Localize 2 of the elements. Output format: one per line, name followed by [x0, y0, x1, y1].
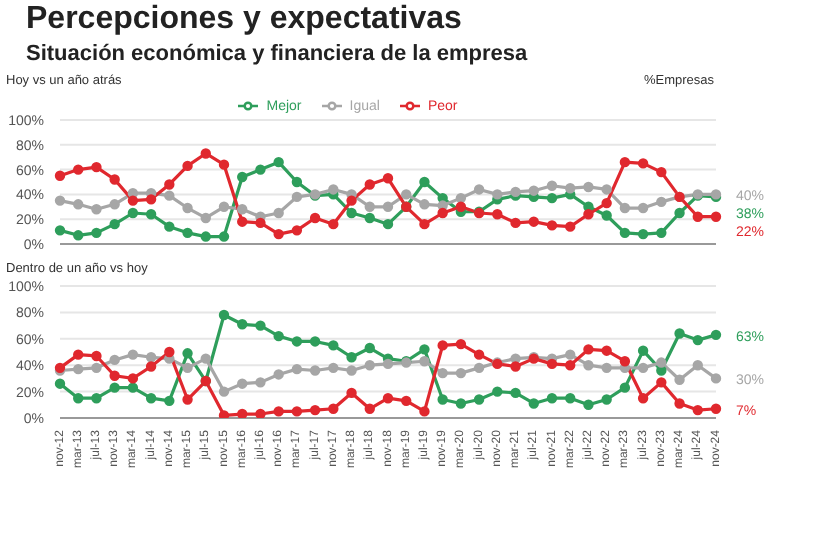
chart-subtitle: Situación económica y financiera de la empresa — [26, 42, 528, 66]
chart-title: Percepciones y expectativas — [26, 2, 462, 38]
